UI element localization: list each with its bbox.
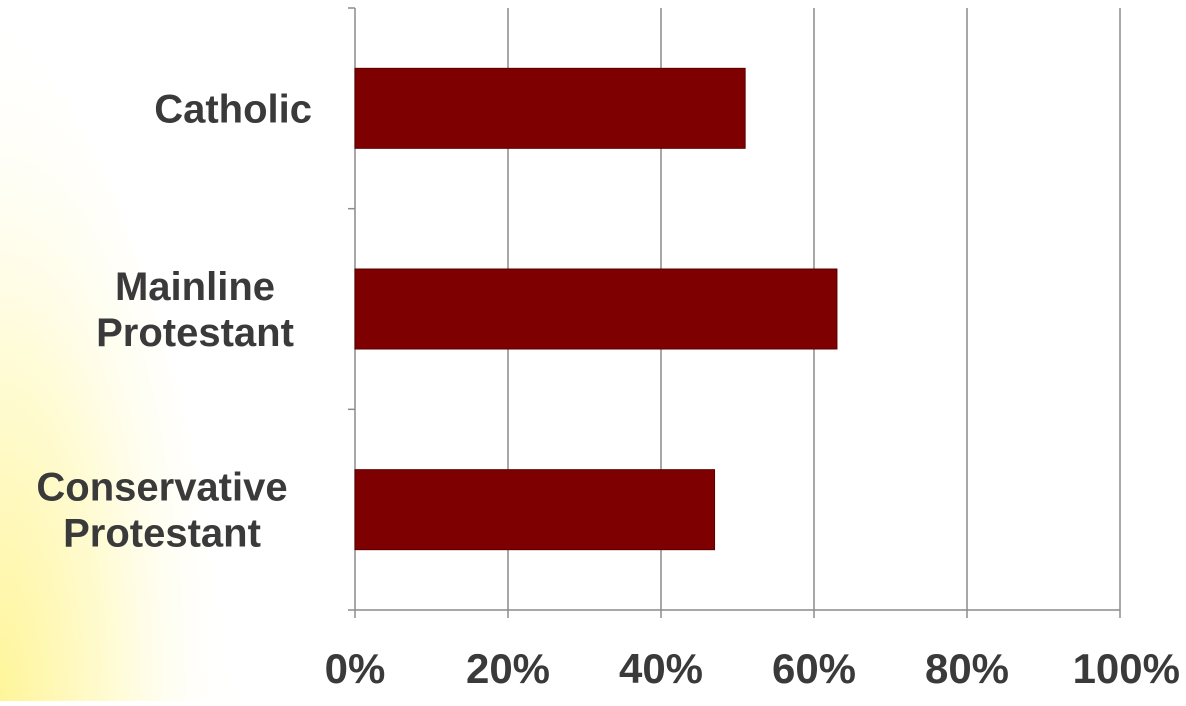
x-tick-label: 40% [619, 645, 703, 692]
category-label: Catholic [154, 87, 312, 131]
bar [354, 268, 838, 350]
x-tick-label: 80% [925, 645, 1009, 692]
x-tick-label: 60% [772, 645, 856, 692]
bar [354, 67, 746, 149]
category-label: Conservative [36, 466, 287, 510]
x-tick-label: 20% [466, 645, 550, 692]
category-label: Protestant [96, 311, 294, 355]
category-label: Protestant [63, 512, 261, 556]
background-glow [0, 20, 232, 701]
bar [354, 469, 716, 551]
bar-layer [354, 67, 838, 551]
x-tick-label: 100% [1073, 645, 1180, 692]
x-tick-label: 0% [325, 645, 386, 692]
label-layer: CatholicMainlineProtestantConservativePr… [36, 87, 1180, 692]
category-label: Mainline [115, 265, 275, 309]
